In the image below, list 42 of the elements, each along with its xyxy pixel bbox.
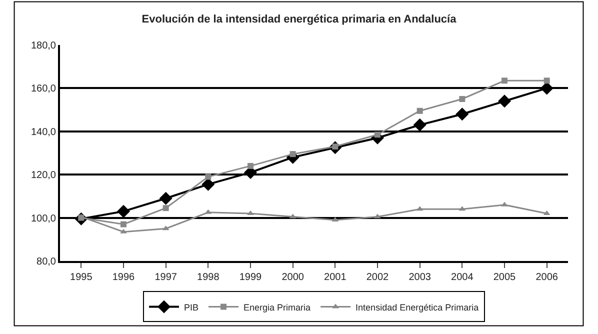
y-tick-label: 140,0 <box>30 126 56 138</box>
x-tick-label: 1999 <box>239 272 262 283</box>
x-tick-label: 1997 <box>154 272 178 283</box>
y-tick-label: 120,0 <box>30 170 56 182</box>
point <box>117 204 130 218</box>
x-tick-label: 2001 <box>324 272 347 283</box>
point <box>248 162 254 169</box>
point <box>120 228 127 234</box>
point <box>416 108 423 114</box>
x-tick-label: 2006 <box>536 272 558 283</box>
legend-label: Energia Primaria <box>244 302 311 312</box>
chart-title: Evolución de la intensidad energética primaria en Andalucía <box>142 14 458 26</box>
point <box>120 221 126 228</box>
y-tick-label: 180,0 <box>30 40 56 52</box>
point <box>247 210 254 215</box>
legend-label: PIB <box>184 302 199 312</box>
point <box>501 202 508 206</box>
point <box>162 205 169 212</box>
x-tick-label: 1996 <box>112 272 136 283</box>
point <box>159 192 172 205</box>
x-tick-label: 2004 <box>451 272 474 283</box>
point <box>374 132 380 138</box>
x-tick-label: 2003 <box>408 272 432 283</box>
point <box>456 108 469 121</box>
x-tick-label: 2002 <box>366 272 390 283</box>
x-tick-label: 1998 <box>197 272 220 283</box>
point <box>202 178 215 191</box>
point <box>540 82 554 95</box>
y-tick-label: 100,0 <box>30 213 56 224</box>
x-tick-label: 2005 <box>493 272 516 283</box>
x-tick-label: 2000 <box>282 272 304 283</box>
point <box>413 118 426 132</box>
y-tick-label: 160,0 <box>30 84 56 95</box>
point <box>374 214 381 218</box>
y-tick-label: 80,0 <box>36 256 56 268</box>
point <box>544 78 550 84</box>
point <box>459 96 466 102</box>
point <box>502 78 508 84</box>
point <box>205 174 212 180</box>
legend-label: Intensidad Energética Primaria <box>356 302 479 312</box>
x-tick-label: 1995 <box>70 272 93 283</box>
point <box>498 94 511 108</box>
